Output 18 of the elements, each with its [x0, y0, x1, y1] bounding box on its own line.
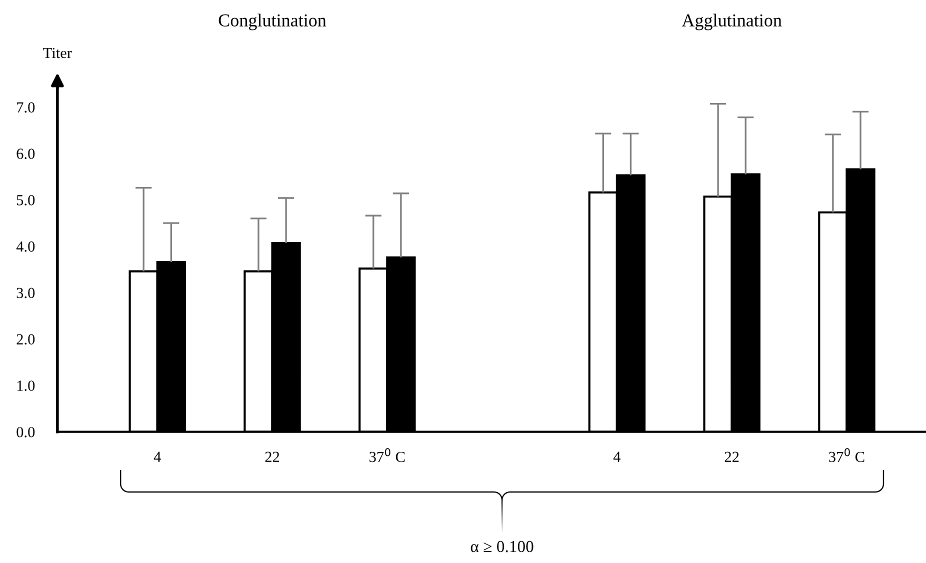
x-tick-label: 22 [265, 452, 280, 462]
y-axis-title: Titer [43, 48, 72, 58]
y-tick-label: 2.0 [16, 334, 35, 345]
y-tick-label: 6.0 [16, 148, 35, 159]
text: Agglutination [682, 14, 782, 30]
x-tick-label: 22 [724, 452, 739, 462]
y-tick-label: 0.0 [16, 426, 35, 438]
y-tick-label: 1.0 [17, 380, 35, 391]
x-tick-label: 4 [154, 452, 161, 462]
y-tick-label: 4.0 [16, 241, 35, 252]
x-tick-label: 4 [613, 452, 621, 462]
text: α ≥ 0.100 [470, 540, 534, 552]
y-tick-label: 3.0 [16, 288, 35, 298]
y-tick-label: 5.0 [16, 195, 35, 206]
x-tick-label: 37$^{0}$ C [829, 448, 864, 462]
x-tick-label: 37$^{0}$ C [370, 448, 405, 462]
text: Conglutination [218, 14, 326, 30]
y-tick-label: 7.0 [17, 102, 35, 113]
